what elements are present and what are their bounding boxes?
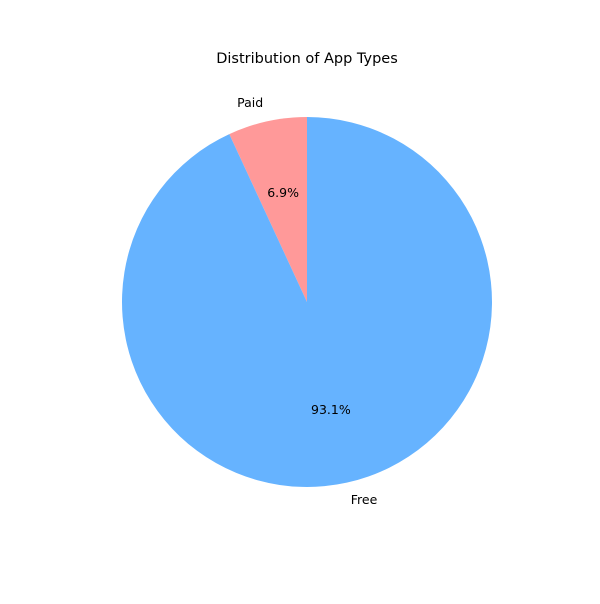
pie-slices (122, 117, 493, 487)
pie-slice-paid (229, 117, 307, 302)
slice-percent-free: 93.1% (311, 402, 351, 417)
slice-label-free: Free (351, 492, 378, 507)
slice-percent-paid: 6.9% (267, 185, 299, 200)
slice-label-paid: Paid (237, 95, 263, 110)
chart-title: Distribution of App Types (216, 51, 398, 67)
pie-labels: Paid 6.9% Free 93.1% (237, 95, 377, 507)
pie-slice-free (122, 117, 493, 487)
